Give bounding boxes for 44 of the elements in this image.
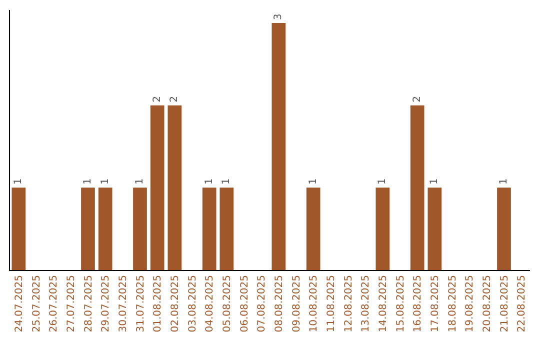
x-tick-label: 13.08.2025 (360, 275, 372, 332)
data-label: 1 (13, 178, 24, 185)
data-label: 2 (169, 96, 180, 102)
data-label: 1 (377, 178, 388, 185)
x-tick-label: 17.08.2025 (430, 275, 441, 332)
x-tick-label: 08.08.2025 (274, 275, 285, 332)
x-tick-label: 18.08.2025 (447, 275, 458, 332)
x-tick-label: 15.08.2025 (395, 275, 406, 332)
x-tick-label: 14.08.2025 (378, 275, 389, 332)
x-tick-label: 20.08.2025 (482, 275, 493, 332)
data-label: 1 (100, 178, 111, 185)
x-tick-label: 06.08.2025 (239, 275, 250, 332)
data-label: 1 (429, 178, 440, 185)
x-tick-label: 09.08.2025 (291, 275, 302, 332)
data-label: 2 (412, 96, 423, 102)
x-tick-label: 31.07.2025 (135, 275, 146, 332)
x-tick-label: 11.08.2025 (326, 275, 337, 332)
data-label: 1 (134, 178, 146, 185)
data-label: 1 (308, 178, 319, 185)
x-tick-label: 26.07.2025 (48, 275, 60, 332)
data-label: 3 (273, 14, 284, 20)
x-tick-label: 19.08.2025 (464, 275, 476, 332)
x-tick-label: 29.07.2025 (100, 275, 112, 332)
x-tick-label: 05.08.2025 (222, 275, 233, 332)
x-tick-label: 27.07.2025 (66, 275, 77, 332)
x-tick-label: 01.08.2025 (152, 275, 164, 332)
x-tick-label: 12.08.2025 (343, 275, 354, 332)
data-label: 2 (152, 96, 163, 102)
x-tick-label: 28.07.2025 (83, 275, 94, 332)
x-tick-label: 03.08.2025 (187, 275, 198, 332)
x-tick-label: 07.08.2025 (256, 275, 268, 332)
x-tick-label: 22.08.2025 (516, 275, 528, 332)
x-tick-label: 10.08.2025 (308, 275, 320, 332)
data-label: 1 (204, 178, 215, 185)
data-label: 1 (498, 178, 510, 185)
data-label: 1 (82, 178, 94, 185)
data-label: 1 (221, 178, 232, 185)
x-tick-label: 04.08.2025 (204, 275, 216, 332)
x-tick-label: 25.07.2025 (31, 275, 42, 332)
x-tick-label: 24.07.2025 (14, 275, 25, 332)
x-tick-label: 21.08.2025 (499, 275, 510, 332)
x-tick-label: 16.08.2025 (412, 275, 424, 332)
x-tick-label: 02.08.2025 (170, 275, 181, 332)
x-tick-label: 30.07.2025 (118, 275, 129, 332)
